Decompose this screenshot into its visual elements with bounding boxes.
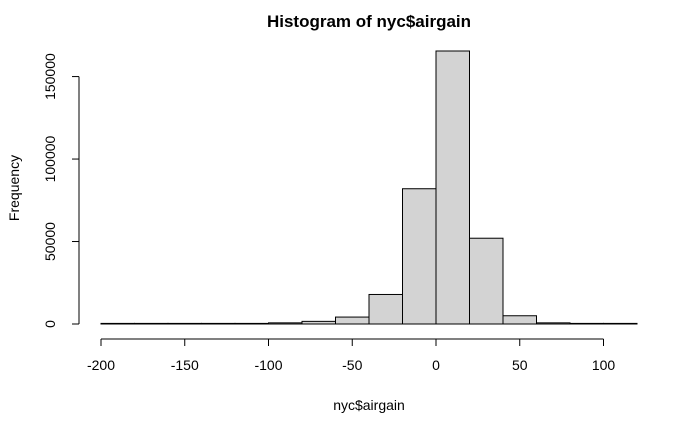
- x-tick-label: -200: [87, 357, 115, 373]
- y-tick-label: 50000: [42, 222, 58, 261]
- histogram-bar: [469, 237, 504, 325]
- histogram-bar: [201, 322, 236, 325]
- histogram-bar: [134, 322, 169, 325]
- x-tick-label: -50: [342, 357, 362, 373]
- histogram-bar: [301, 320, 336, 325]
- x-tick-label: -150: [171, 357, 199, 373]
- histogram-bar: [100, 322, 135, 325]
- histogram-bar: [435, 50, 470, 325]
- chart-title: Histogram of nyc$airgain: [267, 12, 471, 31]
- histogram-bar: [502, 315, 537, 325]
- y-tick-label: 150000: [42, 53, 58, 100]
- histogram-bar: [335, 316, 370, 325]
- histogram-bar: [167, 322, 202, 325]
- histogram-bar: [402, 188, 437, 325]
- y-axis-label: Frequency: [6, 155, 22, 221]
- x-tick-label: -100: [254, 357, 282, 373]
- histogram-bar: [536, 322, 571, 325]
- y-axis: 0 50000 100000 150000: [42, 53, 80, 328]
- x-axis: -200 -150 -100 -50 0 50 100: [87, 338, 616, 373]
- x-tick-label: 0: [432, 357, 440, 373]
- y-tick-label: 0: [42, 320, 58, 328]
- histogram-bar: [603, 322, 638, 325]
- x-axis-label: nyc$airgain: [333, 397, 405, 413]
- histogram-bar: [368, 293, 403, 325]
- histogram-bar: [268, 322, 303, 325]
- y-tick-label: 100000: [42, 135, 58, 182]
- histogram-bar: [234, 322, 269, 325]
- x-tick-label: 100: [592, 357, 616, 373]
- histogram-bar: [569, 322, 604, 325]
- bars-group: [100, 50, 638, 325]
- x-tick-label: 50: [512, 357, 528, 373]
